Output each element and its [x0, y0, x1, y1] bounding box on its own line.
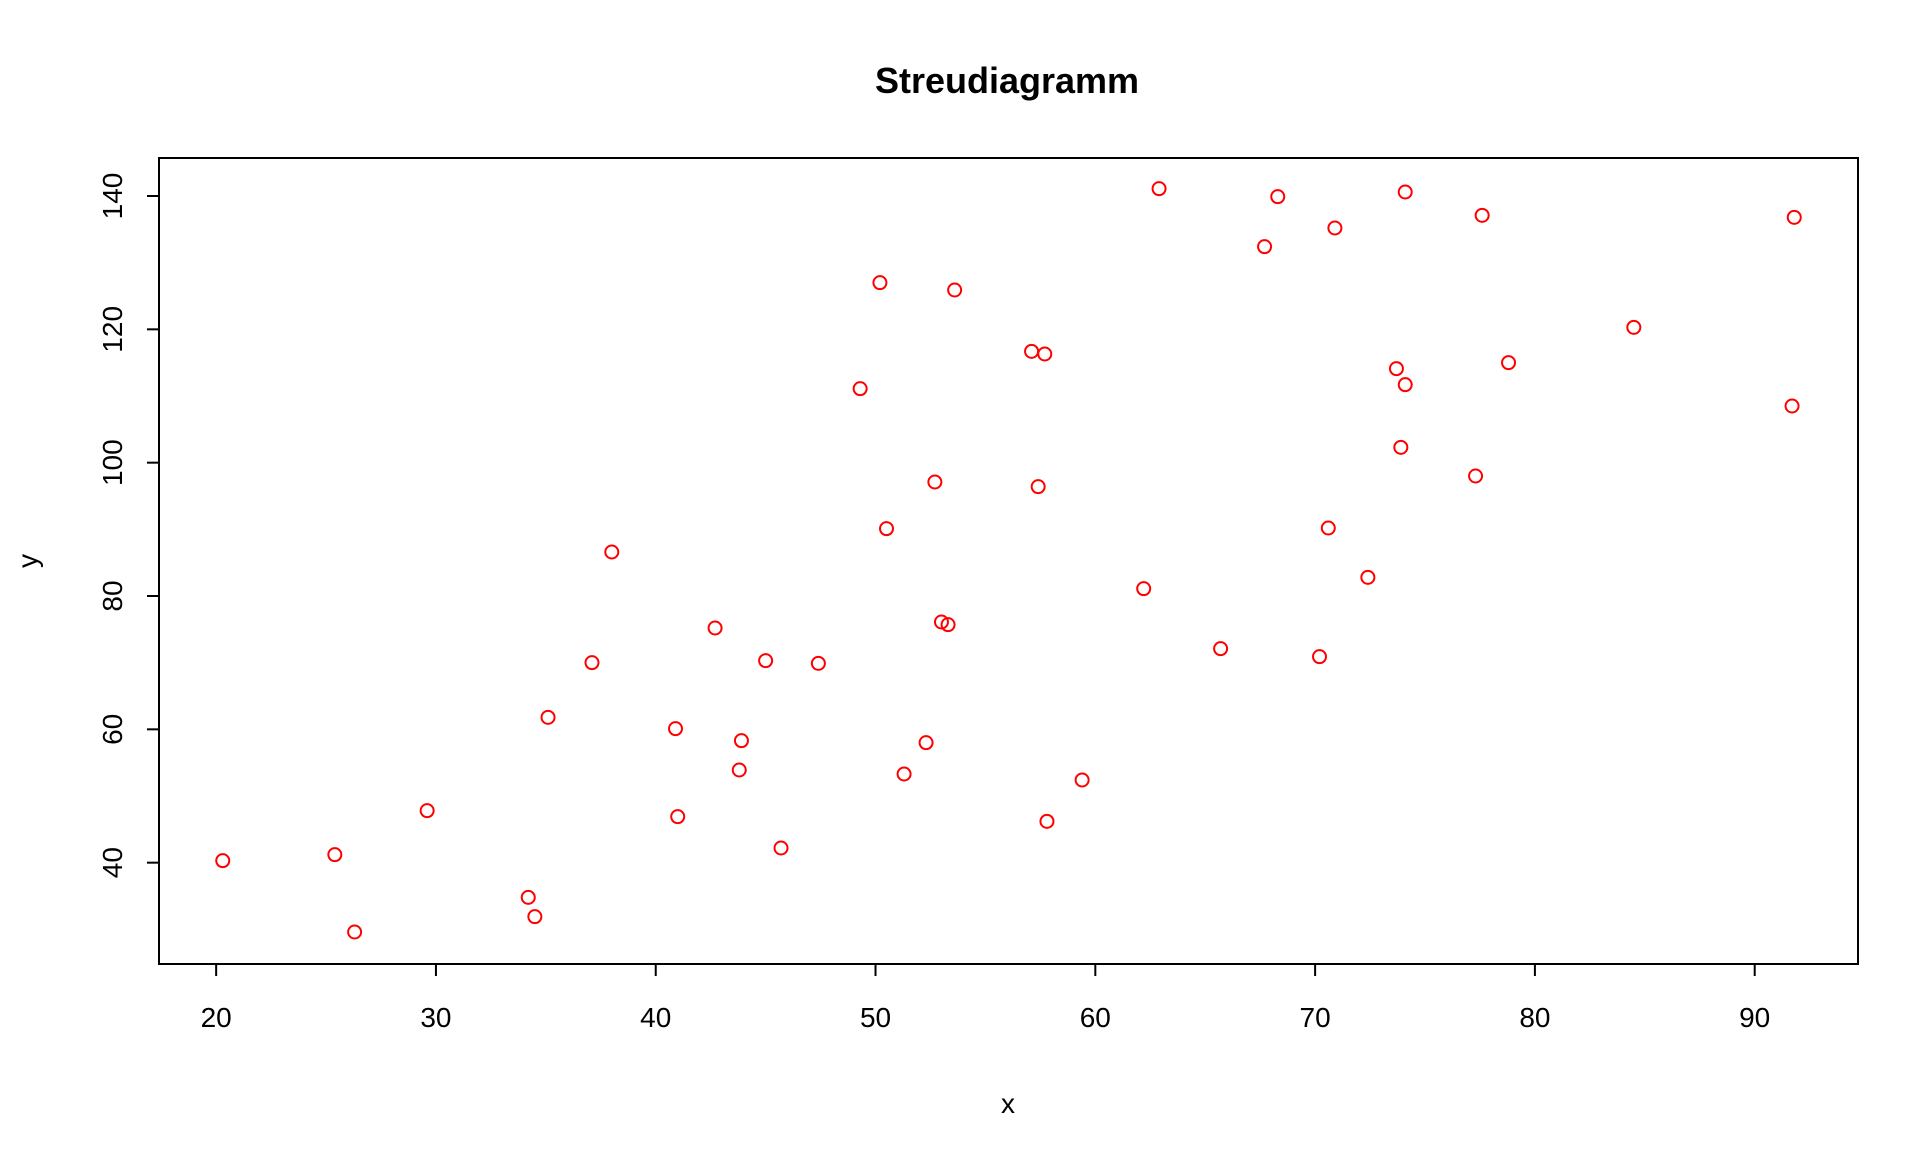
data-point: [731, 762, 747, 778]
data-point: [1312, 649, 1328, 665]
y-tick-label: 80: [97, 580, 128, 611]
y-tick-label: 120: [97, 306, 128, 353]
x-tick-label: 70: [1300, 1002, 1331, 1033]
x-tick-label: 80: [1519, 1002, 1550, 1033]
data-point: [927, 474, 943, 490]
data-point: [1784, 398, 1800, 414]
y-tick-label: 100: [97, 439, 128, 486]
data-point: [1151, 181, 1167, 197]
x-tick-label: 60: [1080, 1002, 1111, 1033]
data-point: [1360, 569, 1376, 585]
data-point: [947, 282, 963, 298]
plot-frame: [158, 157, 1859, 965]
data-point: [733, 733, 749, 749]
data-point: [1397, 184, 1413, 200]
data-point: [940, 617, 956, 633]
data-point: [918, 735, 934, 751]
chart-title: Streudiagramm: [875, 60, 1139, 101]
y-axis: 40 60 80 100 120 140: [97, 173, 160, 878]
data-point: [1024, 343, 1040, 359]
data-point: [419, 803, 435, 819]
data-point: [1039, 813, 1055, 829]
data-point: [1786, 209, 1802, 225]
y-tick-label: 40: [97, 847, 128, 878]
data-point: [1136, 581, 1152, 597]
data-point: [707, 620, 723, 636]
data-point: [520, 889, 536, 905]
data-point: [1397, 377, 1413, 393]
x-axis: 20 30 40 50 60 70 80 90: [201, 963, 1770, 1033]
x-tick-label: 20: [201, 1002, 232, 1033]
y-tick-label: 140: [97, 173, 128, 220]
data-point: [758, 653, 774, 669]
data-point: [1393, 439, 1409, 455]
x-axis-label: x: [1001, 1088, 1015, 1119]
data-point: [872, 275, 888, 291]
data-point: [527, 909, 543, 925]
x-tick-label: 30: [420, 1002, 451, 1033]
data-point: [773, 840, 789, 856]
data-points: [215, 181, 1802, 940]
data-point: [1037, 346, 1053, 362]
data-point: [604, 544, 620, 560]
x-tick-label: 50: [860, 1002, 891, 1033]
data-point: [1074, 772, 1090, 788]
data-point: [215, 853, 231, 869]
data-point: [670, 809, 686, 825]
x-tick-label: 90: [1739, 1002, 1770, 1033]
data-point: [1213, 641, 1229, 657]
data-point: [1327, 220, 1343, 236]
data-point: [933, 614, 949, 630]
data-point: [1501, 355, 1517, 371]
data-point: [1270, 189, 1286, 205]
x-tick-label: 40: [640, 1002, 671, 1033]
data-point: [1626, 319, 1642, 335]
data-point: [540, 709, 556, 725]
data-point: [896, 766, 912, 782]
data-point: [1030, 479, 1046, 495]
data-point: [1474, 207, 1490, 223]
data-point: [852, 381, 868, 397]
data-point: [1468, 468, 1484, 484]
data-point: [810, 655, 826, 671]
data-point: [347, 924, 363, 940]
y-tick-label: 60: [97, 714, 128, 745]
y-axis-label: y: [12, 554, 43, 568]
data-point: [584, 655, 600, 671]
data-point: [879, 521, 895, 537]
data-point: [668, 721, 684, 737]
data-point: [1388, 361, 1404, 377]
data-point: [327, 847, 343, 863]
data-point: [1320, 520, 1336, 536]
data-point: [1257, 239, 1273, 255]
